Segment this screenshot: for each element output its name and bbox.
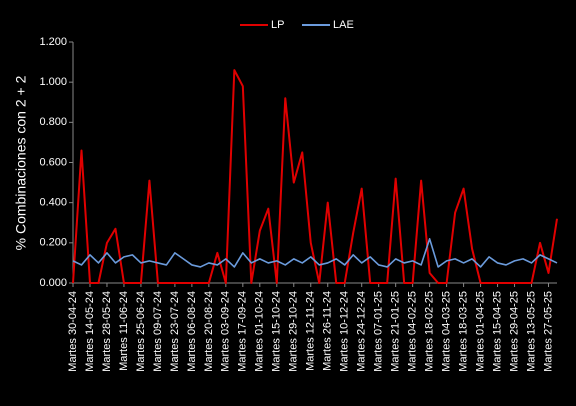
y-tick-label: 1.000 bbox=[39, 76, 67, 88]
x-tick-label: Martes 15-10-24 bbox=[271, 291, 283, 372]
legend-label: LP bbox=[271, 19, 284, 31]
x-tick-label: Martes 14-05-24 bbox=[84, 291, 96, 372]
x-tick-label: Martes 04-03-25 bbox=[441, 291, 453, 372]
x-tick-label: Martes 12-11-24 bbox=[305, 291, 317, 371]
y-tick-label: 1.200 bbox=[39, 36, 67, 48]
x-tick-label: Martes 15-04-25 bbox=[491, 291, 503, 372]
series-line bbox=[72, 69, 558, 284]
x-tick-label: Martes 06-08-24 bbox=[186, 291, 198, 372]
x-tick-label: Martes 18-03-25 bbox=[458, 291, 470, 372]
x-tick-label: Martes 18-02-25 bbox=[424, 291, 436, 372]
x-tick-label: Martes 23-07-24 bbox=[169, 291, 181, 372]
x-tick-label: Martes 26-11-24 bbox=[322, 291, 334, 371]
x-tick-label: Martes 13-05-25 bbox=[525, 291, 537, 372]
x-tick-label: Martes 01-10-24 bbox=[254, 291, 266, 372]
y-tick-label: 0.400 bbox=[39, 197, 67, 209]
x-tick-label: Martes 29-04-25 bbox=[508, 291, 520, 372]
x-tick-label: Martes 17-09-24 bbox=[237, 291, 249, 372]
x-tick-label: Martes 25-06-24 bbox=[135, 291, 147, 372]
x-tick-label: Martes 07-01-25 bbox=[373, 291, 385, 372]
y-tick-label: 0.800 bbox=[39, 116, 67, 128]
y-tick-label: 0.000 bbox=[39, 277, 67, 289]
x-tick-label: Martes 24-12-24 bbox=[356, 291, 368, 372]
x-tick-label: Martes 30-04-24 bbox=[67, 291, 79, 372]
x-tick-label: Martes 20-08-24 bbox=[203, 291, 215, 372]
x-tick-label: Martes 09-07-24 bbox=[152, 291, 164, 372]
y-tick-label: 0.600 bbox=[39, 156, 67, 168]
y-tick-label: 0.200 bbox=[39, 237, 67, 249]
x-tick-label: Martes 21-01-25 bbox=[390, 291, 402, 372]
y-axis-label: % Combinaciones con 2 + 2 bbox=[13, 75, 29, 250]
series-line bbox=[72, 238, 558, 268]
x-tick-label: Martes 01-04-25 bbox=[474, 291, 486, 372]
x-tick-label: Martes 11-06-24 bbox=[118, 291, 130, 371]
x-tick-label: Martes 27-05-25 bbox=[542, 291, 554, 372]
x-tick-label: Martes 10-12-24 bbox=[339, 291, 351, 372]
x-tick-label: Martes 28-05-24 bbox=[101, 291, 113, 372]
x-tick-label: Martes 04-02-25 bbox=[407, 291, 419, 372]
x-tick-label: Martes 03-09-24 bbox=[220, 291, 232, 372]
legend-label: LAE bbox=[333, 19, 354, 31]
x-tick-label: Martes 29-10-24 bbox=[288, 291, 300, 372]
